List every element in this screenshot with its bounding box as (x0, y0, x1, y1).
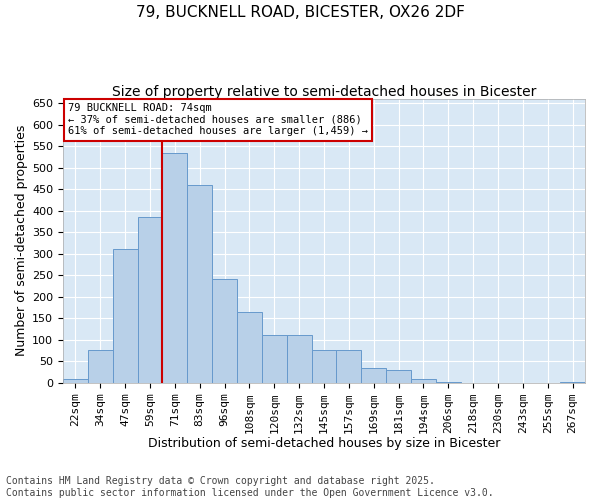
Bar (237, 312, 262, 382)
Bar (88, 350, 113, 382)
Bar (361, 368, 386, 382)
Bar (386, 370, 411, 382)
Bar (311, 350, 337, 382)
Bar (63, 379, 88, 382)
Bar (411, 379, 436, 382)
X-axis label: Distribution of semi-detached houses by size in Bicester: Distribution of semi-detached houses by … (148, 437, 500, 450)
Bar (337, 350, 361, 382)
Text: 79, BUCKNELL ROAD, BICESTER, OX26 2DF: 79, BUCKNELL ROAD, BICESTER, OX26 2DF (136, 5, 464, 20)
Bar (137, 217, 163, 382)
Text: Contains HM Land Registry data © Crown copyright and database right 2025.
Contai: Contains HM Land Registry data © Crown c… (6, 476, 494, 498)
Bar (262, 336, 287, 382)
Text: 79 BUCKNELL ROAD: 74sqm
← 37% of semi-detached houses are smaller (886)
61% of s: 79 BUCKNELL ROAD: 74sqm ← 37% of semi-de… (68, 104, 368, 136)
Bar (187, 185, 212, 382)
Title: Size of property relative to semi-detached houses in Bicester: Size of property relative to semi-detach… (112, 85, 536, 99)
Y-axis label: Number of semi-detached properties: Number of semi-detached properties (15, 125, 28, 356)
Bar (113, 250, 137, 382)
Bar (212, 280, 237, 382)
Bar (287, 336, 311, 382)
Bar (163, 152, 187, 382)
